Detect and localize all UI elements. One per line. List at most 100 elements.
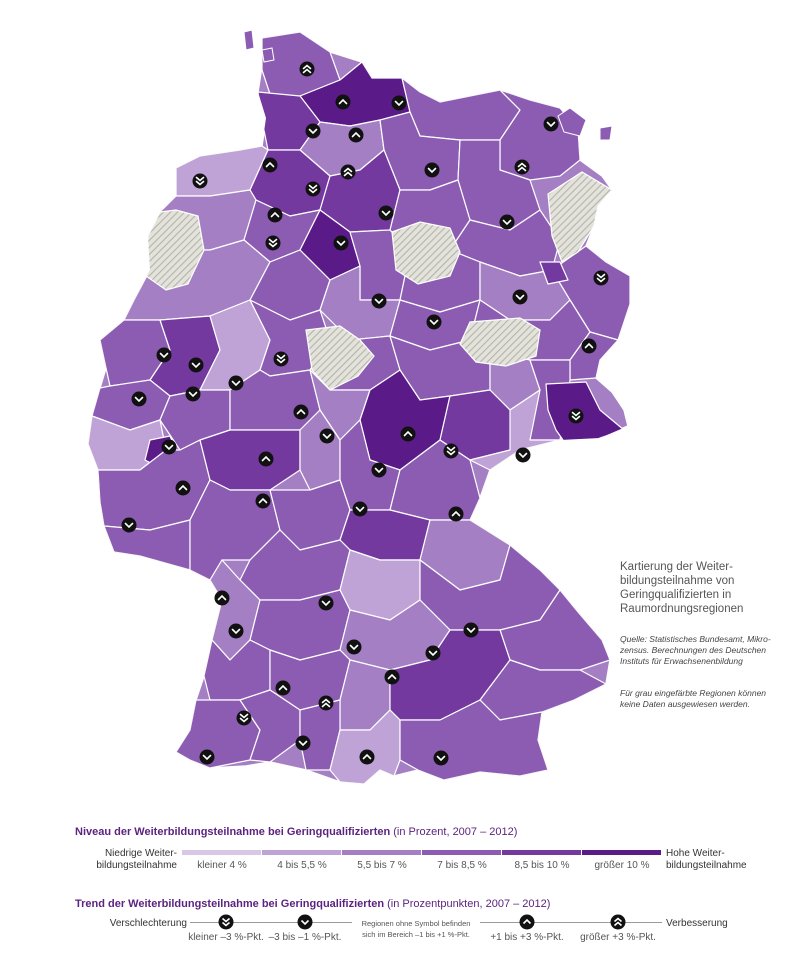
- no-data-note-line: Für grau eingefärbte Regionen können: [620, 688, 767, 698]
- level-swatch-5: [502, 850, 582, 855]
- trend-symbol-double-up: [610, 914, 626, 930]
- level-swatch-6: [582, 850, 662, 855]
- trend-marker-up: [175, 480, 191, 496]
- map-region-no-data: [391, 221, 461, 285]
- trend-marker-down: [515, 447, 531, 463]
- trend-marker-down: [305, 123, 321, 139]
- trend-marker-double-down: [305, 181, 321, 197]
- level-category-label: 7 bis 8,5 %: [437, 860, 487, 871]
- trend-better-label: Verbesserung: [666, 918, 728, 929]
- trend-symbol-up: [519, 914, 535, 930]
- map-region: [539, 261, 569, 285]
- map-island: [599, 125, 613, 141]
- map-region: [499, 89, 581, 181]
- trend-marker-down: [228, 623, 244, 639]
- trend-legend-title: Trend der Weiterbildungsteilnahme bei Ge…: [75, 898, 550, 910]
- trend-marker-up: [359, 749, 375, 765]
- trend-neutral-note-line: Regionen ohne Symbol befinden: [361, 919, 471, 928]
- map-region: [401, 77, 521, 141]
- trend-marker-down: [391, 95, 407, 111]
- trend-marker-down: [371, 462, 387, 478]
- no-data-note-line: keine Daten ausgewiesen werden.: [620, 699, 750, 709]
- source-note: Quelle: Statistisches Bundesamt, Mikro- …: [620, 634, 790, 667]
- map-caption-line: Kartierung der Weiter-: [620, 561, 733, 573]
- level-category-label: kleiner 4 %: [197, 860, 247, 871]
- map-island: [261, 47, 275, 63]
- trend-worse-label: Verschlechterung: [109, 918, 187, 929]
- map-region-no-data: [459, 317, 541, 367]
- level-category-label: größer 10 %: [594, 860, 650, 871]
- trend-symbol-down: [297, 914, 313, 930]
- trend-marker-down: [378, 205, 394, 221]
- trend-marker-down: [424, 162, 440, 178]
- map-island: [243, 29, 255, 51]
- trend-marker-up: [335, 94, 351, 110]
- trend-marker-down: [199, 749, 215, 765]
- trend-legend-title-text: Trend der Weiterbildungsteilnahme bei Ge…: [75, 898, 385, 910]
- level-swatch-1: [182, 850, 262, 855]
- trend-marker-double-up: [340, 164, 356, 180]
- trend-marker-up: [258, 451, 274, 467]
- trend-marker-double-up: [318, 695, 334, 711]
- level-high-label: Hohe Weiter- bildungsteilnahme: [666, 848, 756, 872]
- trend-marker-down: [318, 595, 334, 611]
- map-caption-line: Geringqualifizierten in: [620, 589, 732, 601]
- source-line: Quelle: Statistisches Bundesamt, Mikro-: [620, 634, 771, 644]
- level-low-label-line: Niedrige Weiter-: [104, 848, 177, 859]
- trend-marker-up: [214, 590, 230, 606]
- level-legend-title: Niveau der Weiterbildungsteilnahme bei G…: [75, 826, 517, 838]
- level-high-label-line: Hohe Weiter-: [666, 848, 725, 859]
- trend-marker-up: [267, 207, 283, 223]
- level-swatch-3: [342, 850, 422, 855]
- source-line: zensus. Berechnungen des Deutschen: [620, 645, 767, 655]
- trend-category-label: größer +3 %-Pkt.: [580, 932, 656, 943]
- trend-marker-double-up: [514, 159, 530, 175]
- trend-neutral-note-line: sich im Bereich –1 bis +1 %-Pkt.: [362, 930, 470, 939]
- trend-marker-double-down: [265, 235, 281, 251]
- trend-marker-down: [295, 735, 311, 751]
- level-swatch-2: [262, 850, 342, 855]
- trend-marker-down: [543, 116, 559, 132]
- trend-marker-up: [384, 669, 400, 685]
- germany-region-map: [87, 29, 631, 785]
- trend-marker-down: [512, 289, 528, 305]
- trend-marker-up: [400, 426, 416, 442]
- trend-marker-double-down: [568, 408, 584, 424]
- level-category-label: 8,5 bis 10 %: [514, 860, 570, 871]
- map-island: [557, 107, 587, 137]
- trend-marker-down: [185, 386, 201, 402]
- map-caption-line: Raumordnungsregionen: [620, 603, 744, 615]
- trend-marker-down: [425, 645, 441, 661]
- source-line: Instituts für Erwachsenenbildung: [620, 656, 743, 666]
- trend-marker-down: [426, 314, 442, 330]
- map-region-no-data: [305, 325, 375, 391]
- trend-marker-up: [275, 680, 291, 696]
- level-swatch-4: [422, 850, 502, 855]
- trend-marker-double-down: [443, 443, 459, 459]
- trend-marker-down: [346, 639, 362, 655]
- trend-marker-down: [499, 214, 515, 230]
- trend-category-label: +1 bis +3 %-Pkt.: [490, 932, 564, 943]
- trend-marker-down: [371, 293, 387, 309]
- map-caption: Kartierung der Weiter- bildungsteilnahme…: [620, 560, 790, 616]
- level-low-label: Niedrige Weiter- bildungsteilnahme: [95, 848, 177, 872]
- trend-neutral-note: Regionen ohne Symbol befinden sich im Be…: [352, 918, 480, 940]
- trend-marker-double-down: [236, 710, 252, 726]
- trend-marker-down: [333, 235, 349, 251]
- level-color-scale: [182, 850, 662, 855]
- trend-symbol-double-down: [218, 914, 234, 930]
- trend-marker-up: [581, 338, 597, 354]
- map-region: [545, 381, 625, 451]
- trend-marker-down: [352, 501, 368, 517]
- trend-marker-up: [448, 506, 464, 522]
- no-data-note: Für grau eingefärbte Regionen können kei…: [620, 688, 790, 710]
- level-low-label-line: bildungsteilnahme: [96, 860, 177, 871]
- map-region-no-data: [145, 209, 205, 291]
- trend-marker-down: [131, 391, 147, 407]
- level-category-label: 5,5 bis 7 %: [357, 860, 407, 871]
- trend-marker-up: [293, 404, 309, 420]
- trend-marker-double-down: [593, 270, 609, 286]
- map-region-no-data: [547, 171, 613, 263]
- trend-marker-down: [156, 347, 172, 363]
- trend-category-label: kleiner –3 %-Pkt.: [188, 932, 264, 943]
